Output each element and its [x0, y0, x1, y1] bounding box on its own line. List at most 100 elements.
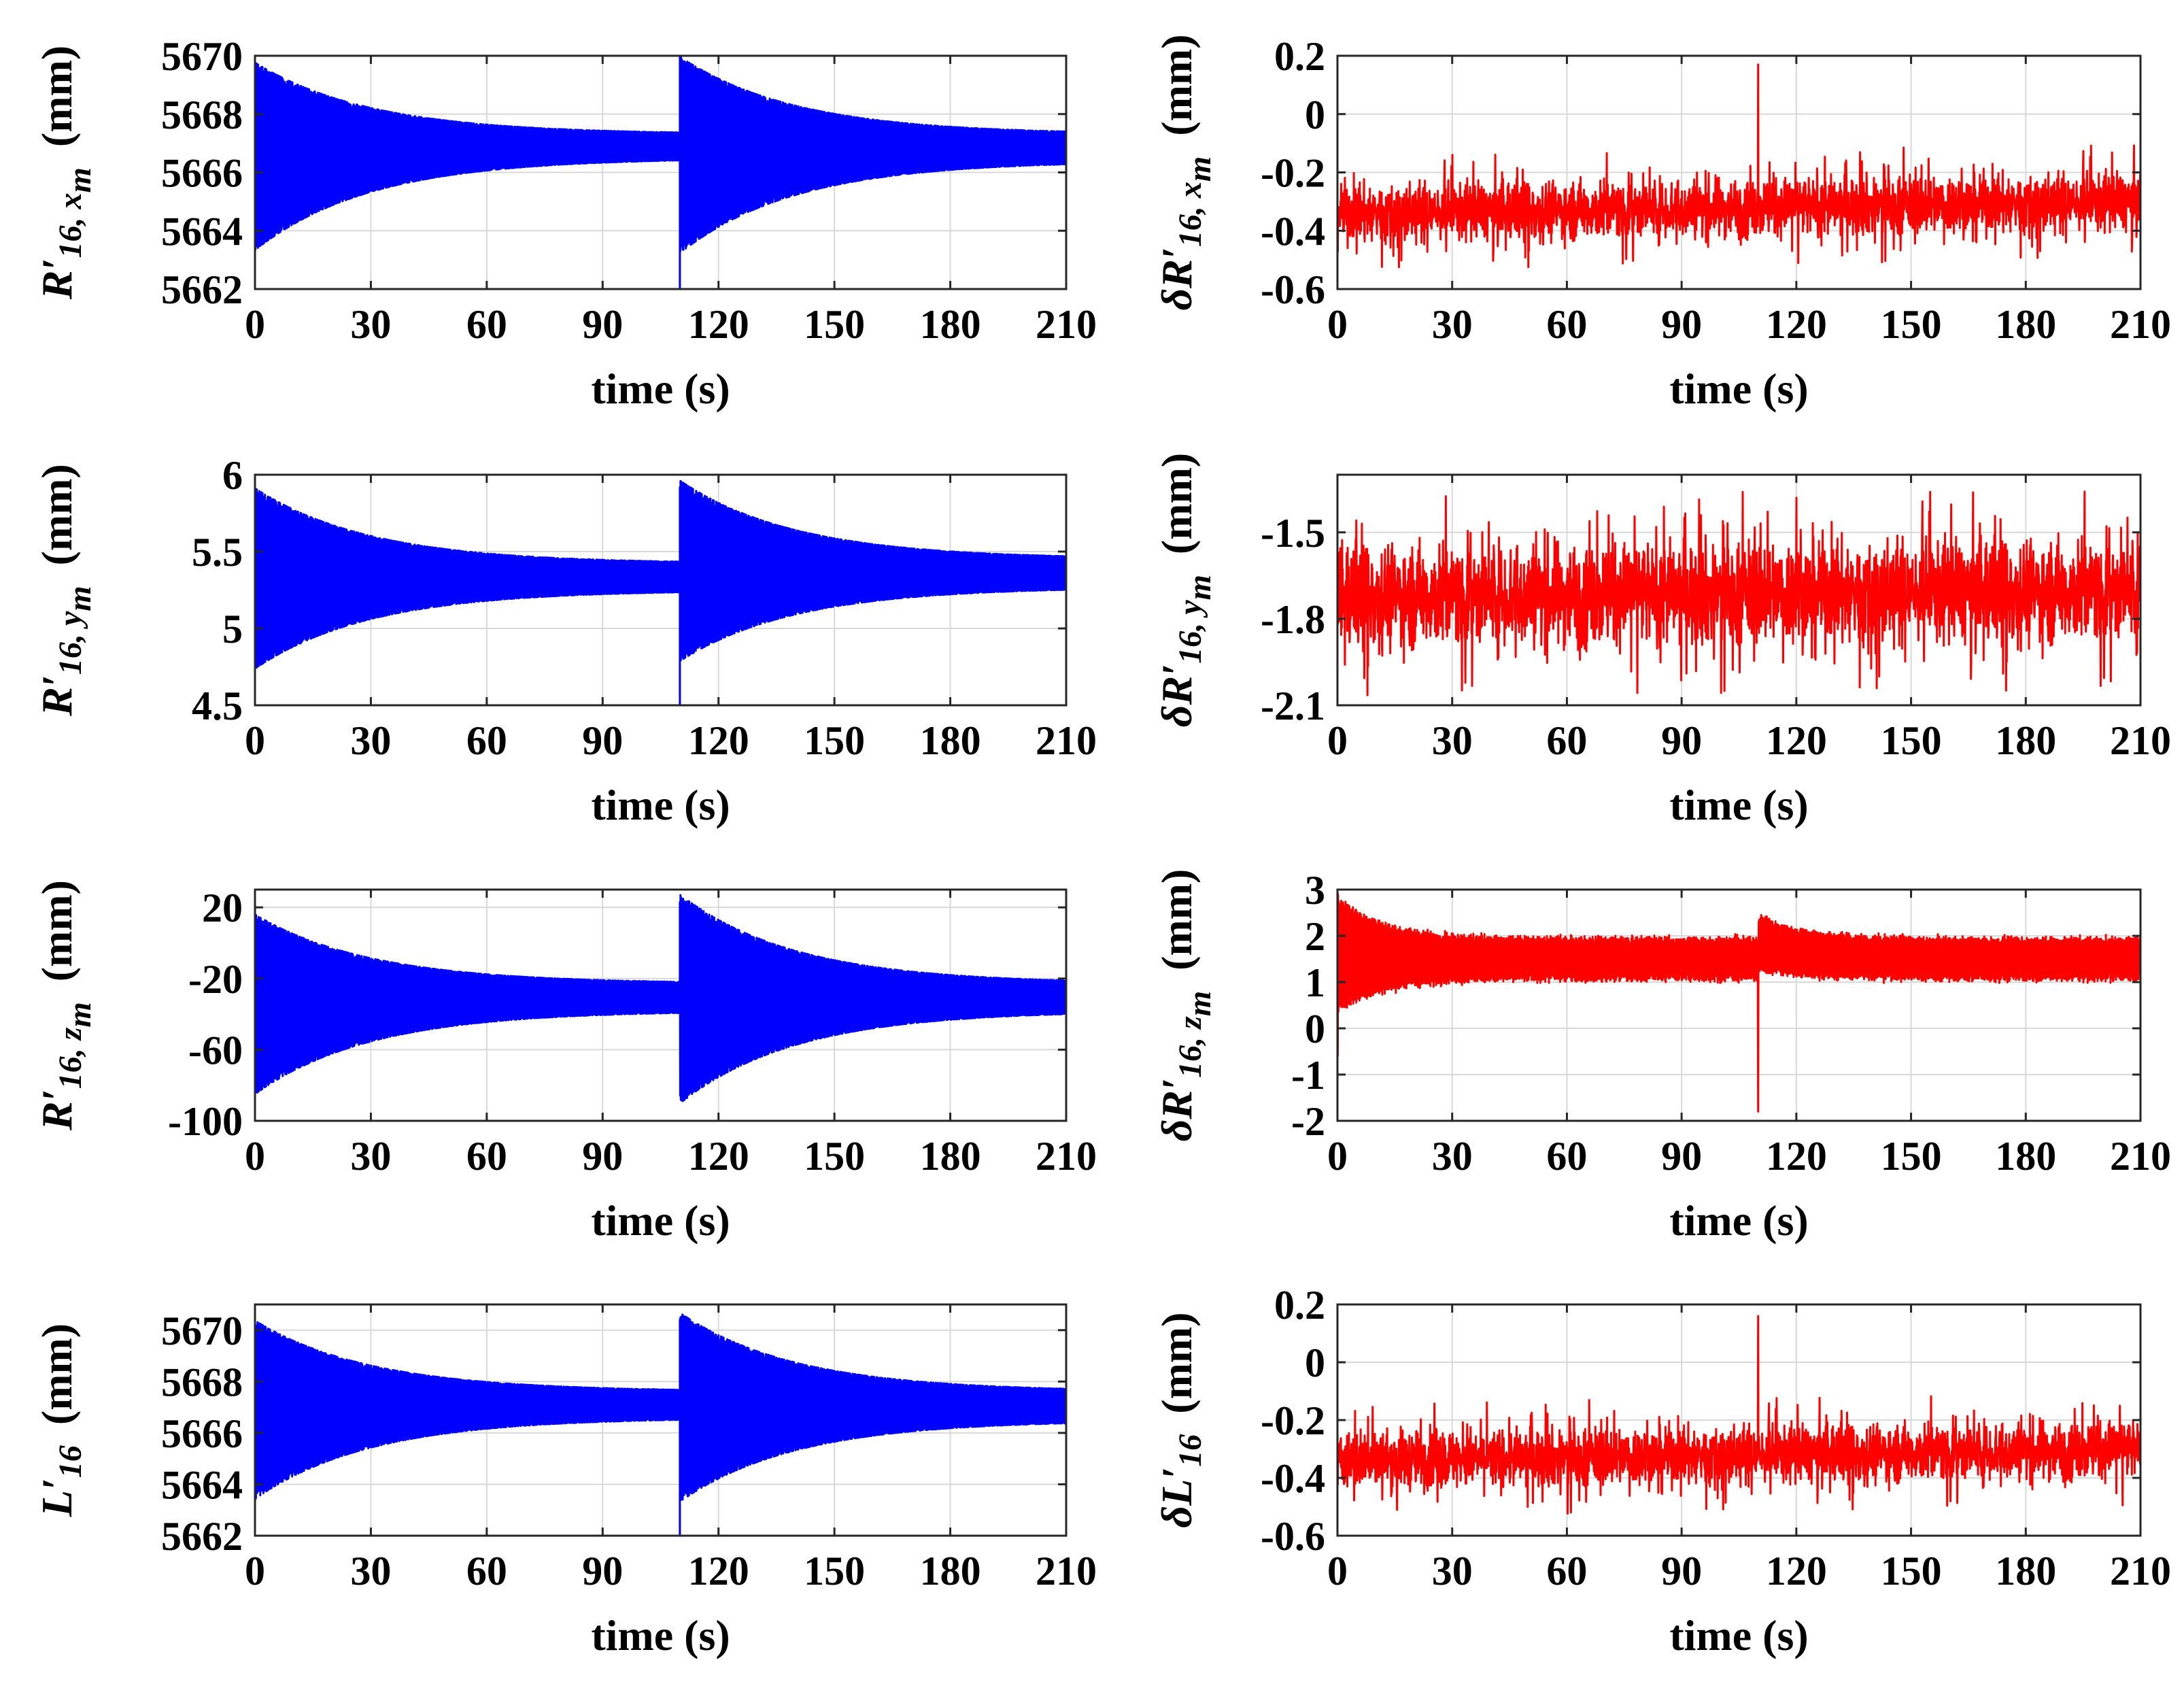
x-tick-label: 210	[2110, 302, 2171, 347]
data-series-dR16,ym	[1337, 490, 2140, 696]
x-axis-label: time (s)	[1669, 781, 1808, 829]
x-tick-label: 120	[1766, 1549, 1827, 1594]
x-tick-label: 180	[920, 1549, 981, 1594]
x-tick-label: 30	[350, 302, 391, 347]
y-tick-label: -0.4	[1261, 1456, 1325, 1501]
x-tick-label: 180	[920, 302, 981, 347]
x-tick-label: 180	[1995, 302, 2056, 347]
x-tick-label: 180	[920, 718, 981, 763]
x-tick-label: 60	[1546, 302, 1587, 347]
x-tick-label: 210	[2110, 1549, 2171, 1594]
y-tick-label: 5662	[161, 1514, 243, 1559]
x-tick-label: 150	[1881, 1549, 1942, 1594]
x-tick-label: 150	[804, 302, 865, 347]
axes-box	[254, 473, 1068, 707]
y-tick-label: 5668	[161, 92, 243, 137]
y-tick-label: -0.4	[1261, 209, 1325, 254]
x-tick-label: 0	[1327, 1134, 1348, 1179]
x-tick-label: 180	[920, 1134, 981, 1179]
x-axis-label: time (s)	[1669, 365, 1808, 413]
x-tick-label: 150	[804, 1134, 865, 1179]
y-tick-label: 4.5	[192, 684, 243, 728]
x-tick-label: 120	[1766, 1134, 1827, 1179]
data-series-R16,xm	[255, 56, 1066, 289]
x-tick-label: 150	[804, 1549, 865, 1594]
x-tick-label: 90	[582, 718, 623, 763]
y-tick-label: 5666	[161, 151, 243, 196]
x-tick-label: 180	[1995, 1134, 2056, 1179]
y-tick-label: 0	[1305, 1007, 1325, 1051]
y-tick-label: 5.5	[192, 530, 243, 575]
x-axis-label: time (s)	[1669, 1196, 1808, 1245]
x-tick-label: 30	[1432, 718, 1473, 763]
y-axis-label: δR′16, zm(mm)	[1153, 869, 1218, 1142]
x-tick-label: 90	[1661, 1549, 1702, 1594]
x-tick-label: 60	[1546, 1134, 1587, 1179]
x-tick-label: 0	[245, 718, 265, 763]
x-tick-label: 210	[1036, 1549, 1097, 1594]
subplot-p5: 0 30 60 90 120 150 180 210 -100 -60 -20 20 time (s) R…	[33, 880, 1097, 1245]
y-tick-label: -100	[168, 1099, 243, 1144]
y-axis-label: δR′16, ym(mm)	[1153, 453, 1218, 727]
subplot-p2: 0 30 60 90 120 150 180 210 -0.6 -0.4 -0.2 0 0.2 time …	[1153, 34, 2171, 413]
x-tick-label: 60	[1546, 718, 1587, 763]
y-tick-label: -0.6	[1261, 1514, 1325, 1559]
x-tick-label: 30	[350, 1134, 391, 1179]
data-series-dR16,zm	[1337, 893, 2140, 1113]
x-tick-label: 90	[1661, 718, 1702, 763]
axes-box	[254, 888, 1068, 1122]
x-tick-label: 90	[1661, 302, 1702, 347]
y-tick-label: 5	[222, 607, 243, 652]
x-tick-label: 120	[688, 302, 749, 347]
x-tick-label: 60	[466, 1134, 507, 1179]
x-tick-label: 90	[1661, 1134, 1702, 1179]
x-tick-label: 120	[688, 1134, 749, 1179]
y-axis-label: R′16, ym(mm)	[33, 464, 98, 717]
y-tick-label: -1	[1291, 1053, 1325, 1098]
x-tick-label: 210	[1036, 302, 1097, 347]
y-tick-label: 5662	[161, 267, 243, 312]
axes-box	[254, 1303, 1068, 1537]
x-axis-label: time (s)	[591, 781, 730, 829]
data-series-R16,ym	[255, 479, 1066, 705]
x-tick-label: 0	[1327, 718, 1348, 763]
x-tick-label: 150	[1881, 302, 1942, 347]
y-tick-label: -1.8	[1261, 597, 1325, 642]
y-tick-label: 0.2	[1274, 34, 1325, 79]
x-tick-label: 180	[1995, 718, 2056, 763]
x-tick-label: 210	[1036, 1134, 1097, 1179]
axes-box	[1336, 473, 2142, 707]
x-tick-label: 120	[1766, 302, 1827, 347]
x-axis-label: time (s)	[591, 1611, 730, 1659]
data-series-L16	[255, 1313, 1066, 1536]
y-tick-label: 0	[1305, 92, 1325, 137]
y-tick-label: -2.1	[1261, 684, 1325, 728]
data-series-R16,zm	[255, 894, 1066, 1102]
x-tick-label: 0	[245, 302, 265, 347]
x-tick-label: 150	[1881, 718, 1942, 763]
y-tick-label: 5664	[161, 1462, 243, 1507]
y-tick-label: -1.5	[1261, 511, 1325, 556]
x-tick-label: 120	[688, 1549, 749, 1594]
x-tick-label: 150	[804, 718, 865, 763]
y-tick-label: 5664	[161, 209, 243, 254]
x-tick-label: 150	[1881, 1134, 1942, 1179]
y-tick-label: 6	[222, 453, 243, 498]
x-tick-label: 0	[1327, 1549, 1348, 1594]
x-tick-label: 30	[1432, 1549, 1473, 1594]
y-axis-label: R′16, xm(mm)	[33, 46, 98, 300]
y-axis-label: R′16, zm(mm)	[33, 880, 98, 1131]
x-axis-label: time (s)	[1669, 1611, 1808, 1659]
axes-box	[1336, 888, 2142, 1122]
y-axis-label: δR′16, xm(mm)	[1153, 34, 1218, 310]
subplot-p7: 0 30 60 90 120 150 180 210 5662 5664 5666 5668 5670 t…	[33, 1303, 1097, 1659]
x-tick-label: 60	[466, 302, 507, 347]
x-tick-label: 210	[1036, 718, 1097, 763]
y-tick-label: 2	[1305, 914, 1325, 959]
y-tick-label: 1	[1305, 960, 1325, 1005]
subplot-p1: 0 30 60 90 120 150 180 210 5662 5664 5666 5668 5670 t…	[33, 34, 1097, 413]
subplot-p3: 0 30 60 90 120 150 180 210 4.5 5 5.5 6 time (s) R′16,…	[33, 453, 1097, 829]
x-tick-label: 60	[466, 718, 507, 763]
